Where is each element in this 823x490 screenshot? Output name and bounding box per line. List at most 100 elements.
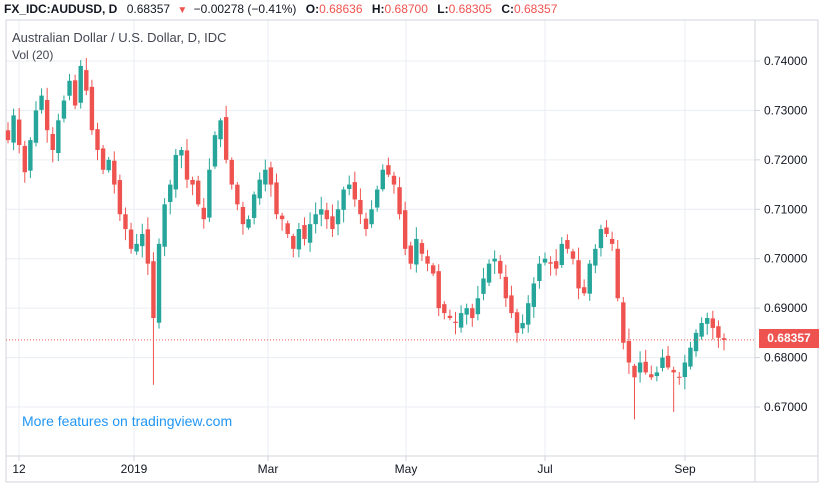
time-tick-label: 12 — [12, 462, 26, 476]
candle-body — [235, 184, 240, 205]
candle-body — [296, 229, 302, 250]
candle-body — [486, 263, 492, 283]
candle-body — [565, 240, 570, 249]
candle-body — [682, 362, 688, 378]
candle-body — [542, 258, 548, 263]
candle-body — [123, 214, 128, 230]
candle-body — [548, 262, 553, 264]
candle-body — [330, 216, 335, 230]
candle-body — [156, 243, 162, 323]
candle-body — [688, 347, 693, 367]
price-tick-label: 0.68000 — [764, 351, 808, 365]
candle-body — [615, 248, 620, 299]
open-label: O: — [305, 2, 320, 16]
candle-body — [352, 182, 358, 200]
candle-body — [436, 271, 441, 309]
candle-body — [654, 372, 660, 377]
high-value: 0.68700 — [384, 2, 428, 16]
candle-body — [16, 119, 22, 146]
candle-body — [358, 199, 363, 215]
candle-body — [145, 229, 151, 264]
candle-body — [526, 303, 531, 325]
price-change: −0.00278 (−0.41%) — [193, 2, 297, 16]
candle-body — [677, 376, 682, 378]
close-label: C: — [501, 2, 514, 16]
time-axis-labels[interactable]: 12 2019 Mar May Jul Sep — [12, 456, 696, 476]
candle-body — [693, 332, 699, 352]
chart-pane[interactable] — [6, 20, 755, 456]
candle-body — [44, 100, 50, 131]
time-tick-label: Jul — [537, 462, 552, 476]
candle-body — [414, 238, 419, 265]
volume-indicator-label[interactable]: Vol (20) — [12, 48, 54, 62]
candle-body — [319, 209, 324, 215]
candle-body — [56, 120, 61, 154]
candle-body — [374, 189, 380, 208]
candle-body — [212, 135, 218, 167]
candle-body — [307, 224, 313, 243]
time-tick-label: Sep — [674, 462, 696, 476]
candle-body — [84, 70, 89, 91]
candle-body — [78, 65, 83, 103]
chart-frame — [5, 19, 819, 483]
candle-body — [112, 160, 117, 185]
chart-legend-title: Australian Dollar / U.S. Dollar, D, IDC — [12, 30, 227, 45]
low-label: L: — [437, 2, 449, 16]
candle-body — [632, 365, 637, 378]
price-axis-labels[interactable]: 0.74000 0.73000 0.72000 0.71000 0.70000 0.690… — [755, 54, 808, 414]
candle-body — [246, 219, 251, 228]
time-tick-label: Mar — [258, 462, 279, 476]
candle-body — [705, 318, 710, 324]
price-tick-label: 0.67000 — [764, 400, 808, 414]
candle-body — [72, 80, 78, 106]
candle-body — [643, 361, 648, 373]
candle-body — [268, 167, 274, 185]
candle-body — [291, 235, 296, 249]
candle-body — [324, 210, 330, 220]
price-tick-label: 0.70000 — [764, 252, 808, 266]
candle-body — [671, 369, 676, 373]
candle-body — [5, 130, 11, 141]
candle-body — [134, 243, 139, 252]
candle-body — [240, 207, 246, 225]
candle-body — [117, 180, 123, 215]
low-value: 0.68305 — [448, 2, 492, 16]
candle-body — [173, 154, 179, 190]
candle-body — [39, 95, 44, 110]
time-tick-label: May — [395, 462, 418, 476]
candle-body — [363, 218, 369, 230]
candle-body — [28, 140, 33, 171]
candle-body — [179, 149, 184, 156]
candle-body — [190, 179, 195, 185]
candle-body — [425, 256, 430, 264]
candle-body — [492, 258, 497, 262]
candle-body — [386, 165, 391, 175]
candle-body — [649, 374, 654, 378]
candle-body — [11, 115, 16, 143]
current-price-badge: 0.68357 — [759, 329, 819, 348]
candle-body — [470, 308, 475, 319]
candle-body — [419, 243, 425, 254]
price-tick-label: 0.72000 — [764, 153, 808, 167]
candle-body — [207, 169, 212, 218]
candle-body — [408, 245, 413, 264]
tradingview-promo-link[interactable]: More features on tradingview.com — [22, 413, 233, 429]
candle-body — [201, 207, 206, 220]
candle-body — [140, 234, 145, 247]
candle-body — [229, 159, 234, 185]
candle-body — [442, 304, 447, 314]
candle-body — [369, 209, 374, 225]
candle-body — [604, 227, 609, 234]
candle-body — [553, 261, 559, 269]
price-tick-label: 0.69000 — [764, 301, 808, 315]
grid-lines — [6, 20, 755, 456]
candle-body — [50, 133, 55, 150]
candle-body — [559, 243, 564, 266]
candle-body — [593, 248, 598, 266]
candle-body — [257, 179, 262, 199]
symbol-name[interactable]: FX_IDC:AUDUSD, D — [4, 2, 118, 16]
candle-body — [587, 263, 592, 294]
candle-body — [458, 313, 464, 328]
price-tick-label: 0.73000 — [764, 103, 808, 117]
